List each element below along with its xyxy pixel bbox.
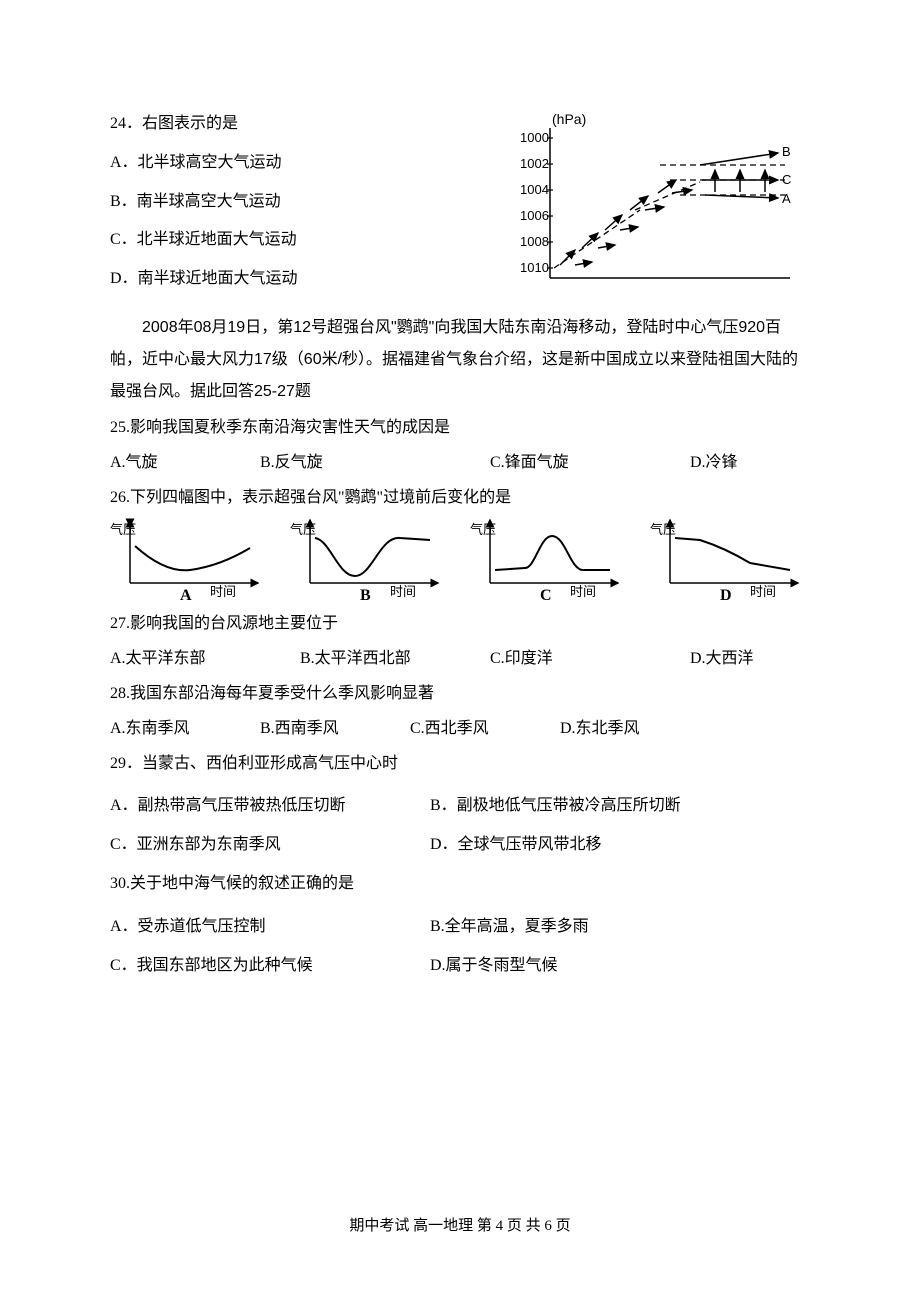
q28-opt-d: D.东北季风 bbox=[560, 715, 640, 744]
svg-text:1004: 1004 bbox=[520, 182, 549, 197]
q26-charts: 气压 时间 A 气压 时间 B 气压 时间 C bbox=[110, 518, 810, 608]
svg-text:时间: 时间 bbox=[750, 584, 776, 598]
q24-diagram: (hPa) 1000 1002 1004 1006 1008 1010 bbox=[520, 110, 800, 285]
svg-text:气压: 气压 bbox=[470, 522, 496, 537]
q27-opt-c: C.印度洋 bbox=[490, 645, 690, 674]
svg-text:气压: 气压 bbox=[290, 522, 316, 537]
chart-a: 气压 时间 A bbox=[110, 518, 270, 608]
q29-opt-d: D．全球气压带风带北移 bbox=[430, 831, 810, 860]
svg-text:C: C bbox=[782, 172, 791, 187]
q29-opt-c: C．亚洲东部为东南季风 bbox=[110, 831, 430, 860]
q24-opt-d: D．南半球近地面大气运动 bbox=[110, 265, 490, 294]
q27-opt-d: D.大西洋 bbox=[690, 645, 754, 674]
q29-opt-a: A．副热带高气压带被热低压切断 bbox=[110, 792, 430, 821]
svg-text:1008: 1008 bbox=[520, 234, 549, 249]
isobar-svg: (hPa) 1000 1002 1004 1006 1008 1010 bbox=[520, 110, 800, 285]
q29-opt-b: B．副极地低气压带被冷高压所切断 bbox=[430, 792, 810, 821]
unit-label: (hPa) bbox=[552, 111, 586, 127]
svg-text:时间: 时间 bbox=[570, 584, 596, 598]
q30-opt-d: D.属于冬雨型气候 bbox=[430, 952, 810, 981]
q30-opt-b: B.全年高温，夏季多雨 bbox=[430, 913, 810, 942]
svg-text:A: A bbox=[782, 191, 791, 206]
q28-opt-b: B.西南季风 bbox=[260, 715, 410, 744]
q24-opt-a: A．北半球高空大气运动 bbox=[110, 149, 490, 178]
q29-stem: 29．当蒙古、西伯利亚形成高气压中心时 bbox=[110, 750, 810, 779]
svg-text:时间: 时间 bbox=[210, 584, 236, 598]
q28-options: A.东南季风 B.西南季风 C.西北季风 D.东北季风 bbox=[110, 715, 810, 744]
q27-opt-a: A.太平洋东部 bbox=[110, 645, 300, 674]
passage-25-27: 2008年08月19日，第12号超强台风"鹦鹉"向我国大陆东南沿海移动，登陆时中… bbox=[110, 312, 810, 408]
svg-text:B: B bbox=[782, 144, 791, 159]
q29-block: 29．当蒙古、西伯利亚形成高气压中心时 A．副热带高气压带被热低压切断 B．副极… bbox=[110, 750, 810, 860]
chart-d-label: D bbox=[720, 582, 732, 611]
chart-b: 气压 时间 B bbox=[290, 518, 450, 608]
q25-stem: 25.影响我国夏秋季东南沿海灾害性天气的成因是 bbox=[110, 414, 810, 443]
svg-text:气压: 气压 bbox=[650, 522, 676, 537]
q25-opt-c: C.锋面气旋 bbox=[490, 449, 690, 478]
svg-text:1010: 1010 bbox=[520, 260, 549, 275]
q28-stem: 28.我国东部沿海每年夏季受什么季风影响显著 bbox=[110, 680, 810, 709]
page-footer: 期中考试 高一地理 第 4 页 共 6 页 bbox=[0, 1213, 920, 1240]
chart-b-label: B bbox=[360, 582, 371, 611]
chart-a-label: A bbox=[180, 582, 192, 611]
svg-text:气压: 气压 bbox=[110, 522, 136, 537]
svg-text:时间: 时间 bbox=[390, 584, 416, 598]
q25-opt-d: D.冷锋 bbox=[690, 449, 738, 478]
q30-opt-c: C．我国东部地区为此种气候 bbox=[110, 952, 430, 981]
q24-stem: 24．右图表示的是 bbox=[110, 110, 490, 139]
q27-opt-b: B.太平洋西北部 bbox=[300, 645, 490, 674]
q24-text: 24．右图表示的是 A．北半球高空大气运动 B．南半球高空大气运动 C．北半球近… bbox=[110, 110, 490, 294]
chart-d: 气压 时间 D bbox=[650, 518, 810, 608]
q30-block: 30.关于地中海气候的叙述正确的是 A．受赤道低气压控制 B.全年高温，夏季多雨… bbox=[110, 870, 810, 980]
chart-c: 气压 时间 C bbox=[470, 518, 630, 608]
svg-text:1000: 1000 bbox=[520, 130, 549, 145]
q30-stem: 30.关于地中海气候的叙述正确的是 bbox=[110, 870, 810, 899]
q27-options: A.太平洋东部 B.太平洋西北部 C.印度洋 D.大西洋 bbox=[110, 645, 810, 674]
q24-block: 24．右图表示的是 A．北半球高空大气运动 B．南半球高空大气运动 C．北半球近… bbox=[110, 110, 810, 294]
q28-opt-c: C.西北季风 bbox=[410, 715, 560, 744]
q28-opt-a: A.东南季风 bbox=[110, 715, 260, 744]
q25-options: A.气旋 B.反气旋 C.锋面气旋 D.冷锋 bbox=[110, 449, 810, 478]
q25-opt-b: B.反气旋 bbox=[260, 449, 490, 478]
q30-opt-a: A．受赤道低气压控制 bbox=[110, 913, 430, 942]
q26-stem: 26.下列四幅图中，表示超强台风"鹦鹉"过境前后变化的是 bbox=[110, 484, 810, 513]
svg-text:1002: 1002 bbox=[520, 156, 549, 171]
chart-c-label: C bbox=[540, 582, 552, 611]
q24-opt-b: B．南半球高空大气运动 bbox=[110, 188, 490, 217]
q24-opt-c: C．北半球近地面大气运动 bbox=[110, 226, 490, 255]
q27-stem: 27.影响我国的台风源地主要位于 bbox=[110, 610, 810, 639]
q25-opt-a: A.气旋 bbox=[110, 449, 260, 478]
svg-text:1006: 1006 bbox=[520, 208, 549, 223]
